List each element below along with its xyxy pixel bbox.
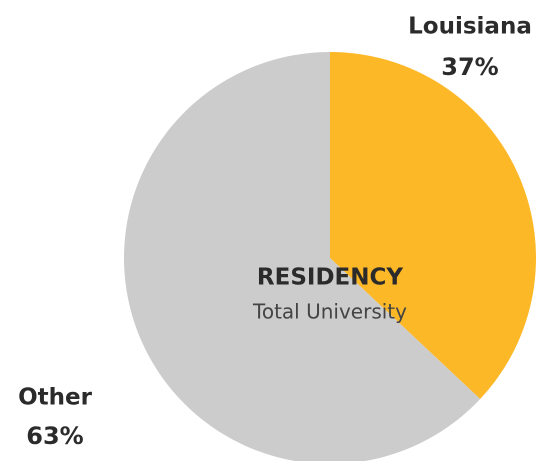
slice-label: Other	[18, 385, 93, 411]
pie-slice	[124, 52, 481, 461]
chart-title: RESIDENCY	[257, 265, 403, 291]
pie-slice	[330, 52, 536, 400]
slice-value-label: 37%	[441, 53, 498, 81]
chart-subtitle: Total University	[252, 300, 407, 324]
slice-value-label: 63%	[26, 422, 83, 450]
pie	[124, 52, 536, 461]
slice-label: Louisiana	[408, 14, 532, 40]
